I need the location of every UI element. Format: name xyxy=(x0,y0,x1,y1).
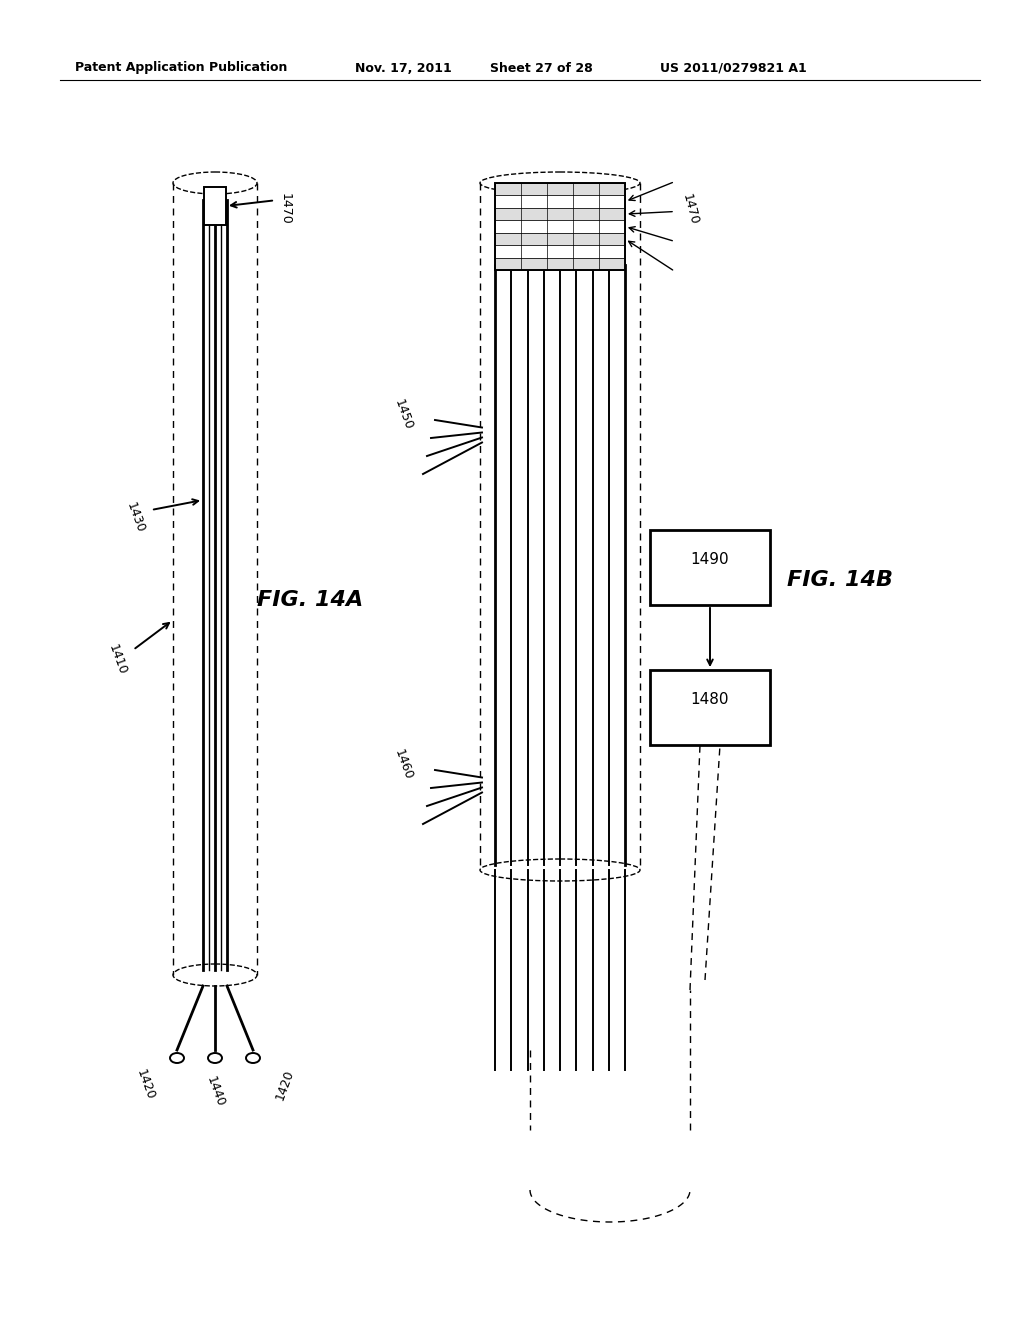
Bar xyxy=(495,183,625,271)
Text: 1460: 1460 xyxy=(392,748,415,781)
Text: 1470: 1470 xyxy=(279,193,292,224)
Text: FIG. 14B: FIG. 14B xyxy=(787,570,893,590)
Bar xyxy=(495,220,625,232)
Text: 1440: 1440 xyxy=(204,1074,226,1109)
Bar xyxy=(495,183,625,195)
Bar xyxy=(495,246,625,257)
Bar xyxy=(495,257,625,271)
Text: 1450: 1450 xyxy=(392,397,415,432)
Text: FIG. 14A: FIG. 14A xyxy=(257,590,364,610)
Text: 1430: 1430 xyxy=(124,500,147,535)
Bar xyxy=(650,531,770,605)
Bar xyxy=(650,671,770,744)
Text: 1480: 1480 xyxy=(691,693,729,708)
Text: 1420: 1420 xyxy=(133,1068,157,1102)
Bar xyxy=(495,232,625,246)
Text: Sheet 27 of 28: Sheet 27 of 28 xyxy=(490,62,593,74)
Text: Nov. 17, 2011: Nov. 17, 2011 xyxy=(355,62,452,74)
Text: Patent Application Publication: Patent Application Publication xyxy=(75,62,288,74)
Bar xyxy=(495,195,625,207)
Text: 1490: 1490 xyxy=(690,553,729,568)
Bar xyxy=(495,207,625,220)
Bar xyxy=(204,187,226,224)
Text: 1470: 1470 xyxy=(680,193,700,226)
Text: 1410: 1410 xyxy=(105,643,129,677)
Text: US 2011/0279821 A1: US 2011/0279821 A1 xyxy=(660,62,807,74)
Text: 1420: 1420 xyxy=(273,1068,297,1102)
